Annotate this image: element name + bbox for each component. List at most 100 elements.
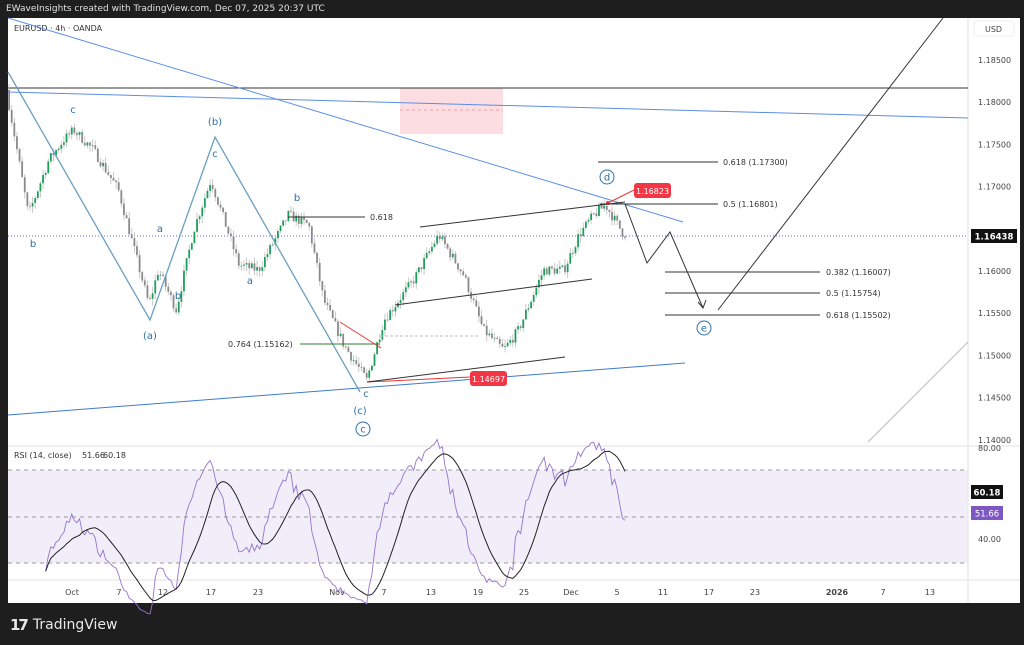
candle	[266, 254, 269, 258]
candle	[496, 337, 499, 340]
candle	[70, 127, 73, 135]
upper-trendline[interactable]	[7, 17, 684, 223]
candle	[136, 246, 138, 256]
fib-618-left-label: 0.618	[370, 213, 393, 222]
candle	[282, 220, 285, 226]
candle	[600, 205, 603, 209]
circled-wave-c	[355, 421, 371, 437]
high-price-badge	[634, 183, 671, 198]
tradingview-logo[interactable]: 17 TradingView	[10, 616, 117, 634]
candle	[517, 326, 519, 330]
long-trendline[interactable]	[7, 91, 969, 119]
candle	[313, 243, 316, 253]
candle	[26, 192, 29, 206]
candle	[472, 298, 475, 301]
candle	[540, 275, 543, 280]
candle	[339, 333, 342, 337]
candle	[232, 236, 235, 250]
candle	[237, 253, 240, 266]
high-pointer-line	[607, 189, 635, 204]
candle	[493, 337, 496, 339]
candle	[47, 161, 50, 173]
candle	[120, 190, 123, 204]
candle	[86, 142, 89, 146]
candle	[253, 263, 256, 271]
channel-mid-line[interactable]	[394, 278, 593, 306]
candle	[433, 243, 436, 247]
candle	[198, 216, 201, 220]
candle	[52, 153, 55, 156]
candle	[342, 333, 345, 347]
red-trendline[interactable]	[339, 321, 382, 349]
candle	[553, 268, 556, 274]
wave-label: a	[247, 276, 253, 287]
candle	[618, 220, 621, 229]
candle	[459, 269, 462, 272]
price-tick: 1.14500	[978, 394, 1011, 403]
candle	[488, 333, 491, 336]
currency-button[interactable]	[973, 20, 1015, 37]
candle	[81, 132, 84, 143]
candle	[365, 372, 368, 378]
candle	[389, 310, 392, 321]
candle	[350, 352, 352, 361]
wave-label: d	[604, 173, 610, 184]
candle	[177, 301, 180, 313]
wave-label: c	[70, 105, 76, 116]
time-tick: 23	[253, 588, 263, 597]
candle	[535, 287, 538, 296]
candle	[381, 330, 384, 340]
channel-lower-line[interactable]	[366, 356, 566, 383]
candle	[203, 198, 206, 208]
rsi-ma-value: 60.18	[103, 451, 126, 460]
candle	[574, 247, 577, 254]
lower-trendline[interactable]	[7, 362, 686, 416]
candle	[55, 150, 57, 156]
candle	[39, 183, 42, 192]
candle	[29, 205, 31, 207]
time-tick: 19	[473, 588, 483, 597]
candle	[326, 302, 329, 305]
candle	[347, 347, 350, 353]
candle	[407, 282, 410, 288]
candle	[412, 281, 415, 284]
candle	[65, 133, 68, 143]
time-tick: Nov	[329, 588, 345, 597]
fib-0618-label: 0.618 (1.15502)	[826, 311, 891, 320]
candle	[279, 225, 282, 232]
candle	[149, 297, 151, 299]
candle	[159, 274, 162, 276]
candle	[410, 281, 412, 283]
wave-zigzag[interactable]	[7, 71, 361, 393]
candle	[519, 326, 522, 329]
forecast-path[interactable]	[624, 203, 704, 309]
candle	[592, 213, 595, 215]
wave-label: c	[212, 149, 218, 160]
candle	[613, 215, 616, 221]
time-tick: 2026	[826, 588, 849, 597]
candle	[13, 122, 16, 137]
supply-zone[interactable]	[400, 88, 503, 134]
candle	[240, 265, 243, 267]
grey-trendline[interactable]	[867, 341, 969, 443]
time-tick: 23	[750, 588, 760, 597]
candle	[83, 142, 86, 146]
channel-upper-line[interactable]	[419, 201, 626, 228]
forecast-impulse-line[interactable]	[717, 17, 944, 311]
candle	[501, 343, 504, 347]
wave-label: b	[294, 193, 300, 204]
time-axis[interactable]: Oct 7 12 17 23 Nov 7 13 19 25 Dec 5 11 17 23 2026 7 13	[65, 588, 935, 597]
candle	[475, 300, 478, 307]
candle	[305, 219, 308, 223]
wave-label: e	[701, 324, 707, 335]
candle	[185, 258, 188, 271]
candle	[480, 316, 483, 325]
fib-0618-top-label: 0.618 (1.17300)	[723, 158, 788, 167]
candle	[514, 329, 517, 343]
time-tick: 13	[426, 588, 436, 597]
candle	[243, 264, 245, 266]
arrow-head-icon	[697, 299, 707, 309]
candle	[287, 211, 290, 221]
wave-label: c	[363, 389, 369, 400]
